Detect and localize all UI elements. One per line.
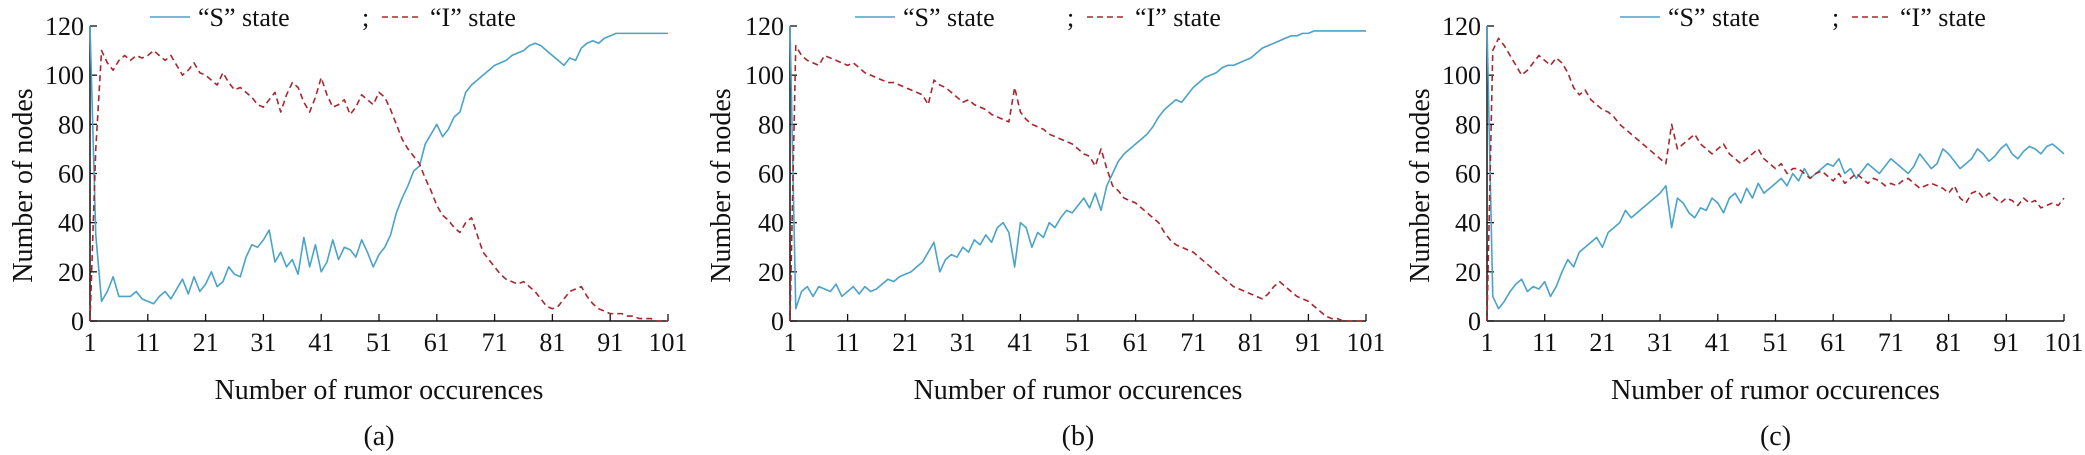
x-tick-label: 61 [1820, 328, 1846, 357]
panel-caption: (c) [1760, 421, 1791, 452]
x-tick-label: 61 [424, 328, 450, 357]
panel-caption: (b) [1062, 421, 1095, 452]
x-tick-label: 21 [1589, 328, 1615, 357]
x-tick-label: 71 [1180, 328, 1206, 357]
s-state-line [789, 25, 1366, 310]
x-tick-label: 81 [539, 328, 565, 357]
s-state-line [89, 25, 668, 305]
y-tick-label: 20 [1455, 258, 1481, 287]
legend: “S” state; “I” state [150, 3, 516, 32]
y-tick-label: 120 [1442, 12, 1481, 41]
x-tick-label: 81 [1936, 328, 1962, 357]
x-tick-label: 91 [1295, 328, 1321, 357]
x-tick-label: 31 [1647, 328, 1673, 357]
legend-s-label: “S” state [903, 3, 995, 32]
y-tick-label: 40 [58, 209, 84, 238]
legend-i-label: “I” state [430, 3, 516, 32]
x-axis-label: Number of rumor occurences [215, 375, 544, 406]
legend-separator: ; [1832, 3, 1839, 32]
y-tick-label: 100 [745, 61, 784, 90]
x-tick-label: 81 [1238, 328, 1264, 357]
legend-s-label: “S” state [1668, 3, 1760, 32]
i-state-line [1486, 37, 2065, 322]
legend-i-label: “I” state [1900, 3, 1986, 32]
legend-s-label: “S” state [198, 3, 290, 32]
x-tick-label: 91 [1993, 328, 2019, 357]
x-tick-label: 11 [835, 328, 860, 357]
x-axis-label: Number of rumor occurences [1611, 375, 1940, 406]
y-tick-label: 20 [758, 258, 784, 287]
y-tick-label: 40 [1455, 209, 1481, 238]
y-tick-label: 0 [771, 307, 784, 336]
x-axis-label: Number of rumor occurences [914, 375, 1243, 406]
y-tick-label: 120 [45, 12, 84, 41]
y-tick-label: 100 [1442, 61, 1481, 90]
legend: “S” state; “I” state [855, 3, 1221, 32]
x-tick-label: 11 [1532, 328, 1557, 357]
y-axis-label: Number of nodes [8, 88, 39, 282]
x-tick-label: 91 [597, 328, 623, 357]
x-tick-label: 101 [1347, 328, 1386, 357]
i-state-line [789, 44, 1366, 322]
legend-separator: ; [362, 3, 369, 32]
x-tick-label: 41 [308, 328, 334, 357]
legend: “S” state; “I” state [1620, 3, 1986, 32]
x-tick-label: 1 [84, 328, 97, 357]
x-tick-label: 51 [366, 328, 392, 357]
x-tick-label: 31 [250, 328, 276, 357]
y-tick-label: 0 [1468, 307, 1481, 336]
x-tick-label: 21 [892, 328, 918, 357]
x-tick-label: 41 [1007, 328, 1033, 357]
x-tick-label: 51 [1065, 328, 1091, 357]
x-tick-label: 31 [950, 328, 976, 357]
s-state-line [1486, 25, 2065, 310]
legend-separator: ; [1067, 3, 1074, 32]
x-tick-label: 1 [1481, 328, 1494, 357]
x-tick-label: 1 [784, 328, 797, 357]
panel-caption: (a) [363, 421, 394, 452]
y-tick-label: 0 [71, 307, 84, 336]
legend-i-label: “I” state [1135, 3, 1221, 32]
y-tick-label: 60 [58, 160, 84, 189]
y-tick-label: 80 [1455, 110, 1481, 139]
y-axis-label: Number of nodes [1405, 88, 1436, 282]
y-tick-label: 80 [58, 110, 84, 139]
x-tick-label: 21 [193, 328, 219, 357]
y-tick-label: 60 [1455, 160, 1481, 189]
x-tick-label: 101 [649, 328, 688, 357]
x-tick-label: 61 [1123, 328, 1149, 357]
y-tick-label: 120 [745, 12, 784, 41]
y-tick-label: 100 [45, 61, 84, 90]
i-state-line [89, 49, 668, 322]
y-tick-label: 80 [758, 110, 784, 139]
y-tick-label: 60 [758, 160, 784, 189]
y-axis-label: Number of nodes [706, 88, 737, 282]
x-tick-label: 71 [1878, 328, 1904, 357]
y-tick-label: 20 [58, 258, 84, 287]
x-tick-label: 51 [1763, 328, 1789, 357]
x-tick-label: 41 [1705, 328, 1731, 357]
y-tick-label: 40 [758, 209, 784, 238]
x-tick-label: 101 [2045, 328, 2084, 357]
x-tick-label: 71 [482, 328, 508, 357]
x-tick-label: 11 [135, 328, 160, 357]
